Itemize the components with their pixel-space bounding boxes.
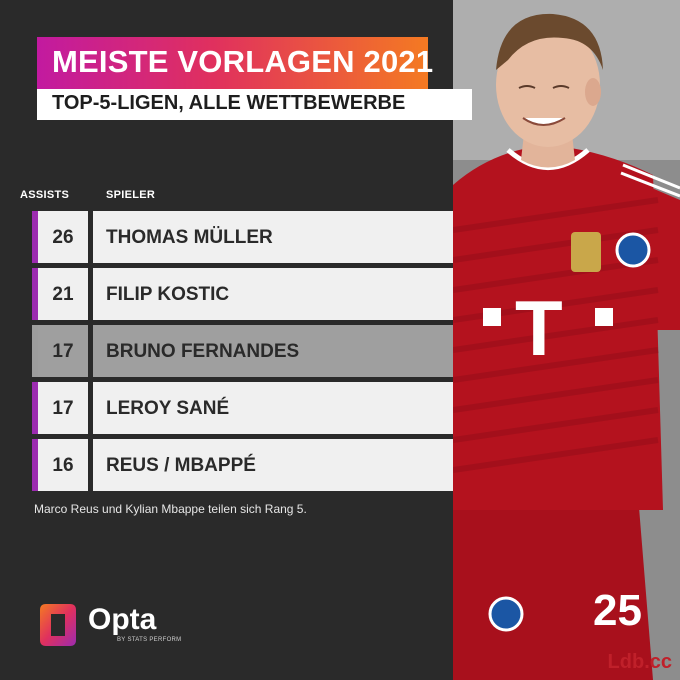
player-name: FILIP KOSTIC (106, 284, 230, 305)
table-row: 17 LEROY SANÉ (32, 382, 453, 434)
shirt-logo-t: T (515, 284, 563, 372)
footnote: Marco Reus und Kylian Mbappe teilen sich… (34, 502, 307, 516)
page-subtitle: TOP-5-LIGEN, ALLE WETTBEWERBE (52, 92, 406, 114)
table-row: 21 FILIP KOSTIC (32, 268, 453, 320)
player-photo: T 25 (453, 0, 680, 680)
assists-value: 21 (52, 284, 74, 305)
row-accent (32, 211, 38, 263)
shorts-crest-icon (488, 596, 524, 632)
assists-cell (38, 439, 88, 491)
player-cell (93, 268, 453, 320)
title-background (37, 37, 428, 89)
opta-logo-text: Opta (88, 603, 157, 636)
page-title: MEISTE VORLAGEN 2021 (52, 44, 434, 79)
assists-value: 16 (52, 455, 74, 476)
assists-cell (38, 382, 88, 434)
assists-cell (38, 325, 88, 377)
row-accent (32, 439, 38, 491)
table-row: 16 REUS / MBAPPÉ (32, 439, 453, 491)
assists-value: 17 (52, 341, 74, 362)
player-cell (93, 439, 453, 491)
opta-logo-subtitle: BY STATS PERFORM (117, 637, 182, 643)
column-header-player: SPIELER (106, 189, 156, 201)
player-cell (93, 211, 453, 263)
assists-cell (38, 211, 88, 263)
table-row: 17 BRUNO FERNANDES (32, 325, 453, 377)
fifa-badge (571, 232, 601, 272)
club-crest-icon (615, 232, 651, 268)
row-accent (32, 268, 38, 320)
kit-number: 25 (593, 586, 642, 635)
player-name: BRUNO FERNANDES (106, 341, 300, 362)
assists-cell (38, 268, 88, 320)
assists-value: 26 (52, 227, 74, 248)
subtitle-background (37, 89, 472, 120)
assists-value: 17 (52, 398, 74, 419)
table-row: 26 THOMAS MÜLLER (32, 211, 453, 263)
opta-logo-icon (40, 604, 76, 646)
watermark: Ldb.cc (607, 651, 672, 673)
player-name: THOMAS MÜLLER (106, 227, 273, 248)
row-accent (32, 325, 38, 377)
row-accent (32, 382, 38, 434)
player-cell (93, 382, 453, 434)
player-name: LEROY SANÉ (106, 398, 230, 419)
column-header-assists: ASSISTS (20, 189, 70, 201)
player-name: REUS / MBAPPÉ (106, 455, 256, 476)
player-cell (93, 325, 453, 377)
player-illustration: T 25 (453, 0, 680, 680)
